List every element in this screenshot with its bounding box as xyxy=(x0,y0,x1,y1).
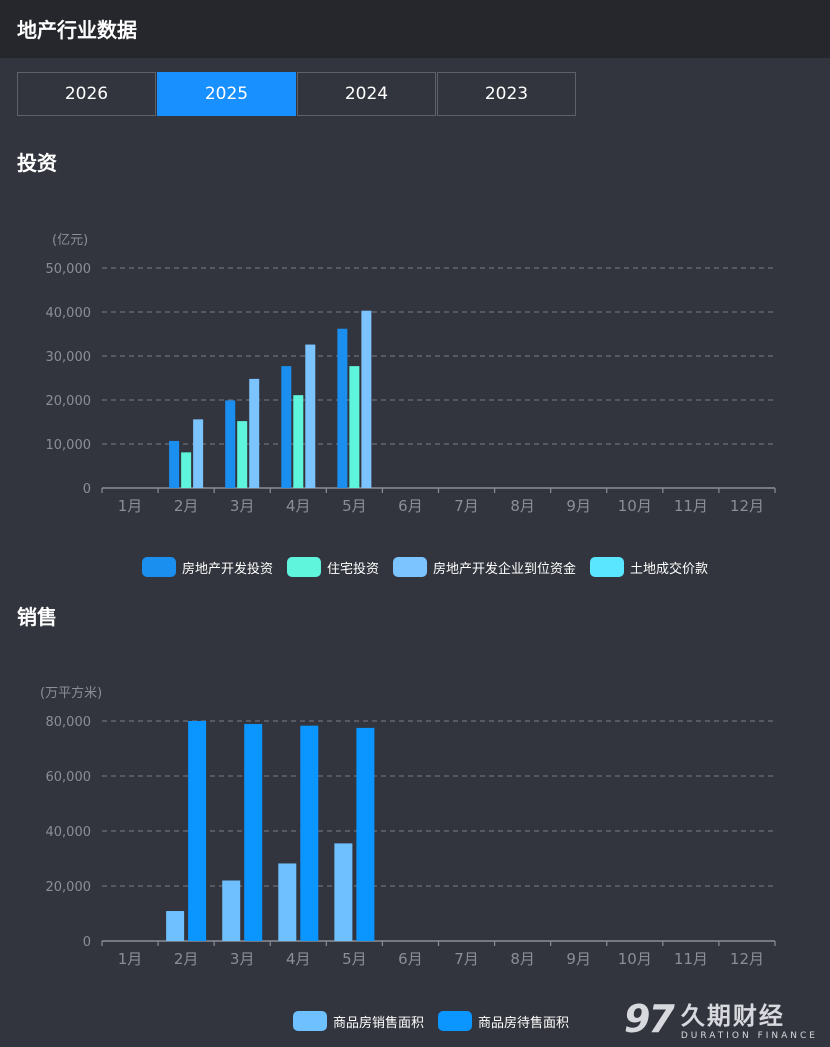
y-tick-label: 60,000 xyxy=(46,770,92,785)
investment-legend: 房地产开发投资 住宅投资 房地产开发企业到位资金 土地成交价款 xyxy=(142,557,722,577)
bar[interactable] xyxy=(188,721,207,941)
x-tick-label: 6月 xyxy=(398,497,423,515)
legend-swatch xyxy=(393,557,428,577)
y-tick-label: 0 xyxy=(83,935,91,950)
legend-label: 商品房销售面积 xyxy=(333,1015,425,1031)
y-tick-label: 30,000 xyxy=(46,350,92,365)
legend-item[interactable]: 商品房销售面积 xyxy=(293,1011,424,1031)
bar[interactable] xyxy=(225,400,236,488)
y-tick-label: 80,000 xyxy=(46,715,92,730)
x-tick-label: 3月 xyxy=(230,497,255,515)
legend-item[interactable]: 房地产开发投资 xyxy=(142,557,273,577)
x-tick-label: 1月 xyxy=(118,497,143,515)
bar[interactable] xyxy=(237,421,248,488)
x-tick-label: 5月 xyxy=(342,497,367,515)
y-tick-label: 20,000 xyxy=(46,880,92,895)
legend-label: 土地成交价款 xyxy=(630,561,709,577)
sales-chart: (万平方米) 0 20,000 40,000 60,000 80,000 1月 2月 3月 4月 5… xyxy=(40,685,776,968)
bar[interactable] xyxy=(166,911,185,941)
legend-item[interactable]: 土地成交价款 xyxy=(590,557,708,577)
x-tick-label: 2月 xyxy=(174,497,199,515)
investment-section-title: 投资 xyxy=(17,151,57,175)
legend-swatch xyxy=(287,557,322,577)
bar[interactable] xyxy=(244,724,263,941)
y-tick-label: 0 xyxy=(83,482,91,497)
investment-chart: (亿元) 0 10,000 20,000 30,000 40,000 50,000 1月 2月 3… xyxy=(46,233,776,515)
legend-label: 商品房待售面积 xyxy=(478,1015,570,1031)
x-tick-label: 11月 xyxy=(674,497,708,515)
y-axis-unit: (亿元) xyxy=(52,233,88,248)
bar[interactable] xyxy=(281,366,292,488)
tab-2023[interactable]: 2023 xyxy=(437,72,576,116)
x-tick-label: 9月 xyxy=(566,497,591,515)
sales-section-title: 销售 xyxy=(17,605,57,629)
y-tick-label: 50,000 xyxy=(46,262,92,277)
bar[interactable] xyxy=(334,843,353,941)
legend-item[interactable]: 住宅投资 xyxy=(287,557,379,577)
y-tick-label: 20,000 xyxy=(46,394,92,409)
x-tick-label: 11月 xyxy=(674,950,708,968)
legend-swatch xyxy=(142,557,176,577)
legend-item[interactable]: 商品房待售面积 xyxy=(438,1011,569,1031)
x-tick-label: 4月 xyxy=(286,497,311,515)
y-axis-unit: (万平方米) xyxy=(40,685,102,701)
bar[interactable] xyxy=(349,366,360,488)
watermark-logo-mark: 97 xyxy=(623,996,675,1041)
x-tick-label: 7月 xyxy=(454,950,479,968)
x-tick-label: 5月 xyxy=(342,950,367,968)
page-title: 地产行业数据 xyxy=(17,18,137,42)
legend-label: 住宅投资 xyxy=(327,561,380,577)
bar[interactable] xyxy=(278,863,297,941)
tab-2024[interactable]: 2024 xyxy=(297,72,436,116)
x-tick-label: 10月 xyxy=(618,497,652,515)
x-tick-label: 2月 xyxy=(174,950,199,968)
legend-label: 房地产开发企业到位资金 xyxy=(433,561,577,577)
bar[interactable] xyxy=(337,328,348,488)
bar[interactable] xyxy=(293,395,304,488)
bar[interactable] xyxy=(361,310,372,488)
legend-swatch xyxy=(590,557,625,577)
legend-swatch xyxy=(293,1011,327,1031)
x-tick-label: 12月 xyxy=(730,950,764,968)
x-tick-label: 3月 xyxy=(230,950,255,968)
watermark-logo: 97 久期财经 DURATION FINANCE xyxy=(623,996,818,1042)
watermark-brand-cn: 久期财经 xyxy=(680,1002,785,1030)
bar[interactable] xyxy=(193,419,204,488)
bar[interactable] xyxy=(249,378,260,488)
y-tick-label: 40,000 xyxy=(46,825,92,840)
bar[interactable] xyxy=(305,344,316,488)
bar[interactable] xyxy=(181,452,192,488)
y-tick-label: 40,000 xyxy=(46,306,92,321)
app-header: 地产行业数据 xyxy=(0,0,830,58)
bar[interactable] xyxy=(300,725,319,941)
x-tick-label: 6月 xyxy=(398,950,423,968)
x-tick-label: 12月 xyxy=(730,497,764,515)
bar[interactable] xyxy=(169,440,180,488)
x-tick-label: 8月 xyxy=(510,950,535,968)
legend-swatch xyxy=(438,1011,473,1031)
bar[interactable] xyxy=(356,727,375,941)
y-tick-label: 10,000 xyxy=(46,438,92,453)
x-tick-label: 7月 xyxy=(454,497,479,515)
sales-legend: 商品房销售面积 商品房待售面积 xyxy=(293,1011,583,1031)
x-tick-label: 4月 xyxy=(286,950,311,968)
watermark-brand-en: DURATION FINANCE xyxy=(680,1031,818,1041)
x-tick-label: 1月 xyxy=(118,950,143,968)
x-tick-label: 9月 xyxy=(566,950,591,968)
bar[interactable] xyxy=(222,880,241,942)
x-tick-label: 10月 xyxy=(618,950,652,968)
legend-label: 房地产开发投资 xyxy=(182,561,274,577)
x-tick-label: 8月 xyxy=(510,497,535,515)
tab-2025[interactable]: 2025 xyxy=(157,72,296,116)
year-tabs: 2026 2025 2024 2023 xyxy=(17,72,577,116)
tab-2026[interactable]: 2026 xyxy=(17,72,156,116)
legend-item[interactable]: 房地产开发企业到位资金 xyxy=(393,557,576,577)
